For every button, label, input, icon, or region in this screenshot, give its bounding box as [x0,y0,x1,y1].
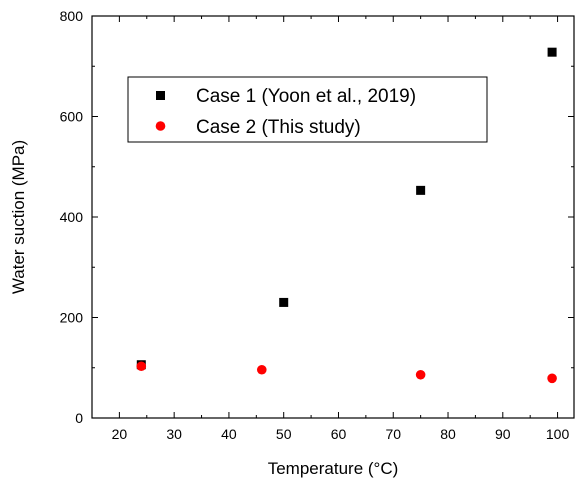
legend-label-case-2: Case 2 (This study) [196,117,361,138]
point-case-2 [136,361,147,372]
data-markers [136,47,557,384]
x-tick-label: 70 [385,426,401,442]
x-tick-label: 40 [221,426,237,442]
y-tick-label: 600 [60,109,84,125]
y-tick-label: 800 [60,8,84,24]
legend: Case 1 (Yoon et al., 2019) Case 2 (This … [127,76,488,143]
y-tick-label: 200 [60,310,84,326]
x-axis-ticks: 20 30 40 50 60 70 80 90 100 [91,16,570,442]
x-tick-label: 50 [276,426,292,442]
x-tick-label: 90 [495,426,511,442]
plot-frame [91,15,575,419]
point-case-1 [279,297,289,307]
x-tick-label: 30 [166,426,182,442]
legend-box [127,76,488,143]
y-tick-label: 400 [60,209,84,225]
y-axis-ticks: 0 200 400 600 800 [60,8,574,426]
legend-label-case-1: Case 1 (Yoon et al., 2019) [196,86,416,107]
point-case-1 [416,185,426,195]
x-tick-label: 20 [112,426,128,442]
x-tick-label: 80 [440,426,456,442]
legend-marker-case-2 [155,121,166,131]
x-tick-label: 60 [331,426,347,442]
x-tick-label: 100 [546,426,570,442]
x-axis-title: Temperature (°C) [268,459,399,478]
y-tick-label: 0 [75,410,83,426]
point-case-1 [547,47,557,57]
point-case-2 [256,364,267,375]
y-axis-title: Water suction (MPa) [9,140,28,294]
plot-border [91,15,575,419]
legend-marker-case-1 [156,91,165,100]
point-case-2 [415,369,426,380]
point-case-2 [547,373,557,384]
